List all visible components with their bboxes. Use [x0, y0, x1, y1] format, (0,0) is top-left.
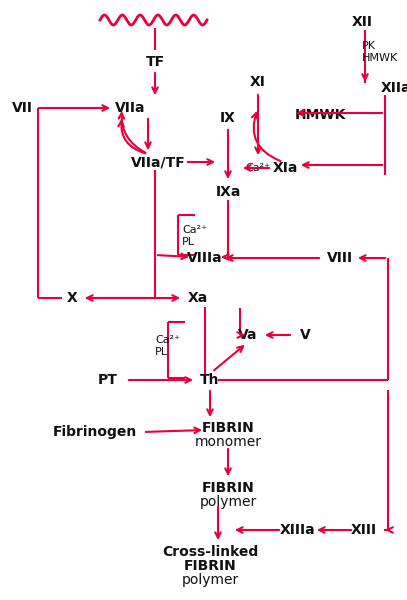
- Text: X: X: [67, 291, 77, 305]
- Text: Cross-linked: Cross-linked: [162, 545, 258, 559]
- Text: PL: PL: [155, 347, 168, 357]
- Text: XIIa: XIIa: [381, 81, 407, 95]
- Text: IXa: IXa: [215, 185, 241, 199]
- Text: PT: PT: [98, 373, 118, 387]
- Text: Xa: Xa: [188, 291, 208, 305]
- Text: XIa: XIa: [272, 161, 298, 175]
- Text: Va: Va: [238, 328, 258, 342]
- Text: FIBRIN: FIBRIN: [201, 481, 254, 495]
- Text: IX: IX: [220, 111, 236, 125]
- Text: XIIIa: XIIIa: [280, 523, 316, 537]
- Text: V: V: [300, 328, 311, 342]
- Text: FIBRIN: FIBRIN: [201, 421, 254, 435]
- Text: VIII: VIII: [327, 251, 353, 265]
- Text: XIII: XIII: [351, 523, 377, 537]
- Text: monomer: monomer: [195, 435, 262, 449]
- Text: VIIIa: VIIIa: [187, 251, 223, 265]
- Text: Th: Th: [200, 373, 220, 387]
- Text: Ca²⁺: Ca²⁺: [182, 225, 207, 235]
- Text: PK: PK: [362, 41, 376, 51]
- Text: Fibrinogen: Fibrinogen: [53, 425, 137, 439]
- Text: TF: TF: [145, 55, 164, 69]
- Text: PL: PL: [182, 237, 195, 247]
- Text: VIIa/TF: VIIa/TF: [131, 155, 185, 169]
- Text: HMWK: HMWK: [295, 108, 346, 122]
- Text: HMWK: HMWK: [362, 53, 398, 63]
- Text: Ca²⁺: Ca²⁺: [245, 163, 270, 173]
- Text: XI: XI: [250, 75, 266, 89]
- Text: VIIa: VIIa: [115, 101, 145, 115]
- Text: polymer: polymer: [199, 495, 257, 509]
- Text: XII: XII: [352, 15, 373, 29]
- Text: VII: VII: [11, 101, 33, 115]
- Text: Ca²⁺: Ca²⁺: [155, 335, 180, 345]
- Text: polymer: polymer: [182, 573, 239, 587]
- Text: FIBRIN: FIBRIN: [184, 559, 236, 573]
